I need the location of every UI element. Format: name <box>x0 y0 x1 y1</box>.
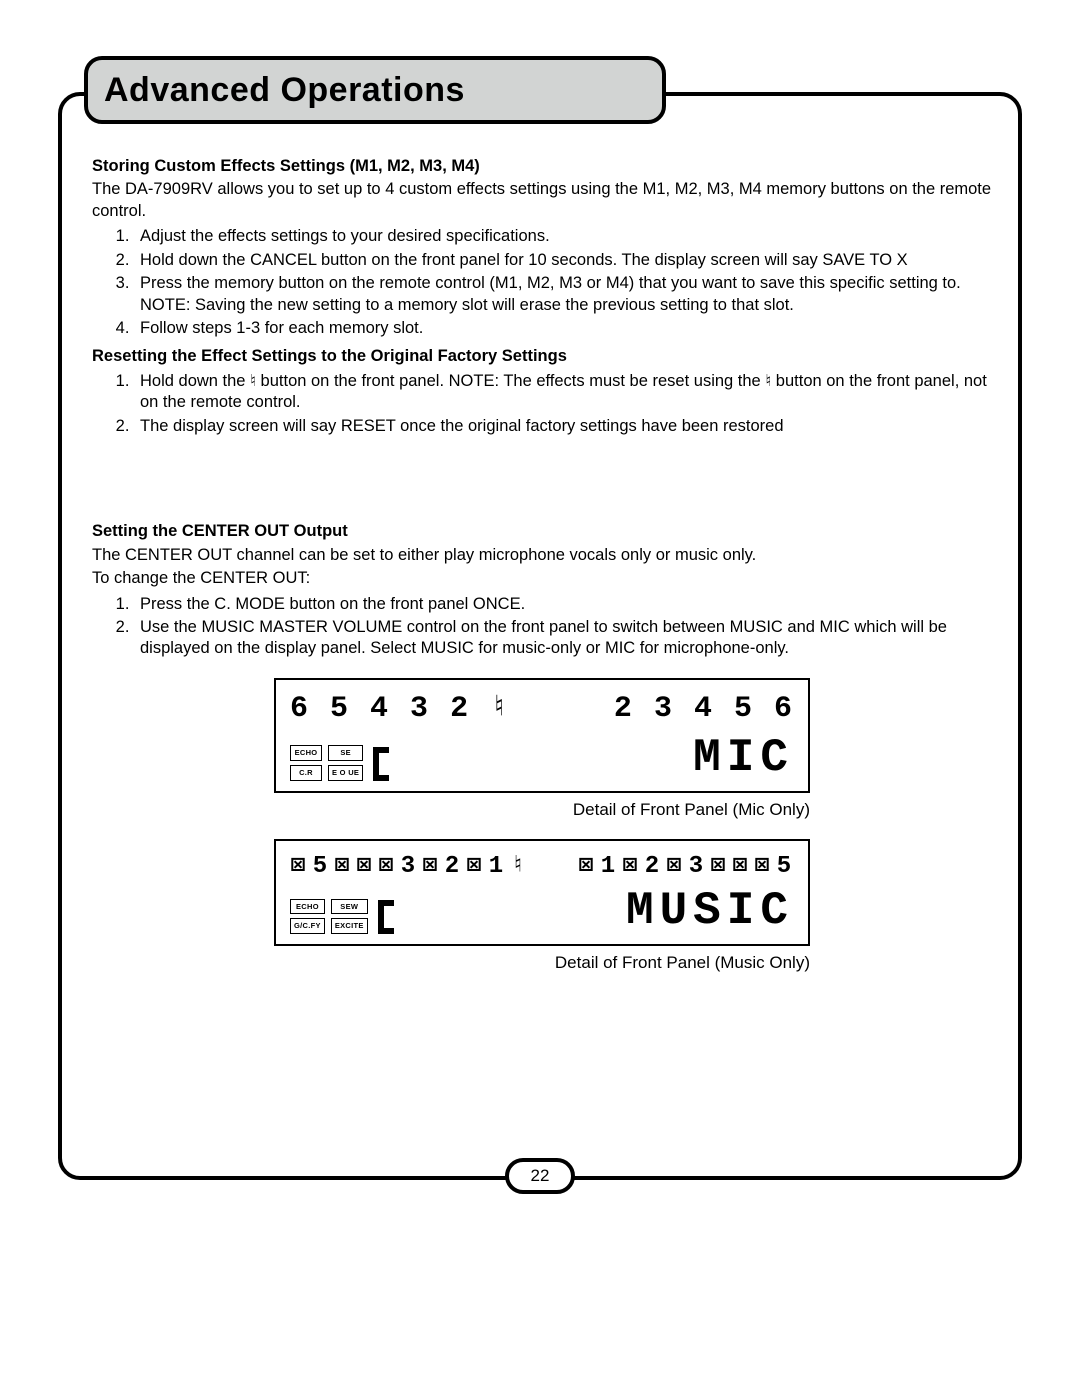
lcd-top-row: 6 5 4 3 2 ♮ 2 3 4 5 6 <box>290 690 794 729</box>
mini-box-grid: ECHO SE C.R E O UE <box>290 745 363 781</box>
lcd-bottom-row: ECHO SE C.R E O UE MIC <box>290 735 794 781</box>
seq-char: ⊠ <box>710 851 728 882</box>
seq-digit: 2 <box>614 690 634 729</box>
list-item: Adjust the effects settings to your desi… <box>134 226 992 247</box>
section2-steps: Hold down the ♮ button on the front pane… <box>92 371 992 437</box>
seq-digit: 5 <box>734 690 754 729</box>
lcd-right-seq: 2 3 4 5 6 <box>614 690 794 729</box>
seq-char: 3 <box>400 851 418 882</box>
section3-intro2: To change the CENTER OUT: <box>92 568 992 589</box>
seq-char: ⊠ <box>578 851 596 882</box>
lcd-bottom-row: ECHO SEW G/C.FY EXCITE MUSIC <box>290 888 794 934</box>
mini-box: G/C.FY <box>290 918 325 934</box>
mini-box: ECHO <box>290 899 325 915</box>
list-item: Hold down the ♮ button on the front pane… <box>134 371 992 414</box>
list-item: Press the C. MODE button on the front pa… <box>134 594 992 615</box>
seq-char: ⊠ <box>666 851 684 882</box>
list-item: Hold down the CANCEL button on the front… <box>134 250 992 271</box>
seq-char: 2 <box>444 851 462 882</box>
seq-char: 5 <box>776 851 794 882</box>
section1-intro: The DA-7909RV allows you to set up to 4 … <box>92 179 992 222</box>
page-title: Advanced Operations <box>104 71 465 110</box>
lcd-panel-mic: 6 5 4 3 2 ♮ 2 3 4 5 6 ECHO SE C.R <box>274 678 810 793</box>
lcd-left-seq: 6 5 4 3 2 ♮ <box>290 690 510 729</box>
section3-heading: Setting the CENTER OUT Output <box>92 521 992 542</box>
seq-char: ⊠ <box>466 851 484 882</box>
seq-char: ⊠ <box>290 851 308 882</box>
seq-char: 1 <box>488 851 506 882</box>
seq-char: ⊠ <box>422 851 440 882</box>
natural-icon: ♮ <box>490 690 510 729</box>
section1-steps: Adjust the effects settings to your desi… <box>92 226 992 339</box>
panel2-caption: Detail of Front Panel (Music Only) <box>274 952 810 974</box>
page-content: Storing Custom Effects Settings (M1, M2,… <box>92 150 992 974</box>
section2-heading: Resetting the Effect Settings to the Ori… <box>92 346 992 367</box>
seq-digit: 6 <box>290 690 310 729</box>
c-glyph-icon <box>378 900 394 934</box>
seq-char: ⊠ <box>378 851 396 882</box>
lcd-right-seq: ⊠ 1 ⊠ 2 ⊠ 3 ⊠ ⊠ ⊠ 5 <box>578 851 794 882</box>
section3-steps: Press the C. MODE button on the front pa… <box>92 594 992 660</box>
mini-box: ECHO <box>290 745 322 761</box>
lcd-left-seq: ⊠ 5 ⊠ ⊠ ⊠ 3 ⊠ 2 ⊠ 1 ♮ <box>290 851 528 882</box>
seq-char: ⊠ <box>334 851 352 882</box>
c-glyph-icon <box>373 747 389 781</box>
list-item: Press the memory button on the remote co… <box>134 273 992 316</box>
lcd-top-row: ⊠ 5 ⊠ ⊠ ⊠ 3 ⊠ 2 ⊠ 1 ♮ ⊠ 1 ⊠ 2 ⊠ 3 ⊠ ⊠ <box>290 851 794 882</box>
mini-box: EXCITE <box>331 918 368 934</box>
mini-box: E O UE <box>328 765 363 781</box>
seq-char: ⊠ <box>622 851 640 882</box>
seq-char: 1 <box>600 851 618 882</box>
list-item: Use the MUSIC MASTER VOLUME control on t… <box>134 617 992 660</box>
page-title-tab: Advanced Operations <box>84 56 666 124</box>
seq-char: ⊠ <box>732 851 750 882</box>
list-item: Follow steps 1-3 for each memory slot. <box>134 318 992 339</box>
lcd-big-text: MUSIC <box>626 888 794 934</box>
mini-box: C.R <box>290 765 322 781</box>
seq-digit: 2 <box>450 690 470 729</box>
seq-digit: 5 <box>330 690 350 729</box>
seq-digit: 3 <box>654 690 674 729</box>
seq-char: ⊠ <box>356 851 374 882</box>
mini-box-grid: ECHO SEW G/C.FY EXCITE <box>290 899 368 935</box>
seq-char: 2 <box>644 851 662 882</box>
section3-intro1: The CENTER OUT channel can be set to eit… <box>92 545 992 566</box>
panel1-caption: Detail of Front Panel (Mic Only) <box>274 799 810 821</box>
page-number-oval: 22 <box>505 1158 575 1194</box>
seq-digit: 6 <box>774 690 794 729</box>
lcd-big-text: MIC <box>693 735 794 781</box>
seq-digit: 4 <box>370 690 390 729</box>
lcd-panel-music: ⊠ 5 ⊠ ⊠ ⊠ 3 ⊠ 2 ⊠ 1 ♮ ⊠ 1 ⊠ 2 ⊠ 3 ⊠ ⊠ <box>274 839 810 946</box>
natural-icon: ♮ <box>510 851 528 882</box>
page-number: 22 <box>531 1166 550 1186</box>
seq-char: ⊠ <box>754 851 772 882</box>
seq-char: 5 <box>312 851 330 882</box>
section1-heading: Storing Custom Effects Settings (M1, M2,… <box>92 156 992 177</box>
mini-box: SEW <box>331 899 368 915</box>
seq-digit: 3 <box>410 690 430 729</box>
seq-char: 3 <box>688 851 706 882</box>
seq-digit: 4 <box>694 690 714 729</box>
list-item: The display screen will say RESET once t… <box>134 416 992 437</box>
mini-box: SE <box>328 745 363 761</box>
